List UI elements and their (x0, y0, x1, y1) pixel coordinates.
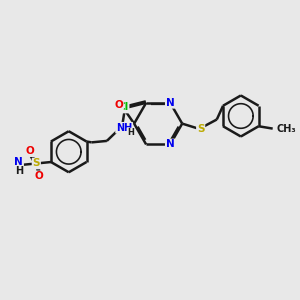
Text: O: O (34, 171, 43, 182)
Text: S: S (33, 158, 40, 169)
Text: S: S (197, 124, 204, 134)
Text: N: N (14, 157, 23, 167)
Text: N: N (166, 98, 175, 108)
Text: O: O (114, 100, 123, 110)
Text: O: O (26, 146, 34, 156)
Text: NH: NH (116, 123, 132, 133)
Text: H: H (127, 128, 134, 137)
Text: Cl: Cl (117, 103, 129, 112)
Text: H: H (15, 167, 23, 176)
Text: N: N (166, 140, 175, 149)
Text: CH₃: CH₃ (276, 124, 296, 134)
